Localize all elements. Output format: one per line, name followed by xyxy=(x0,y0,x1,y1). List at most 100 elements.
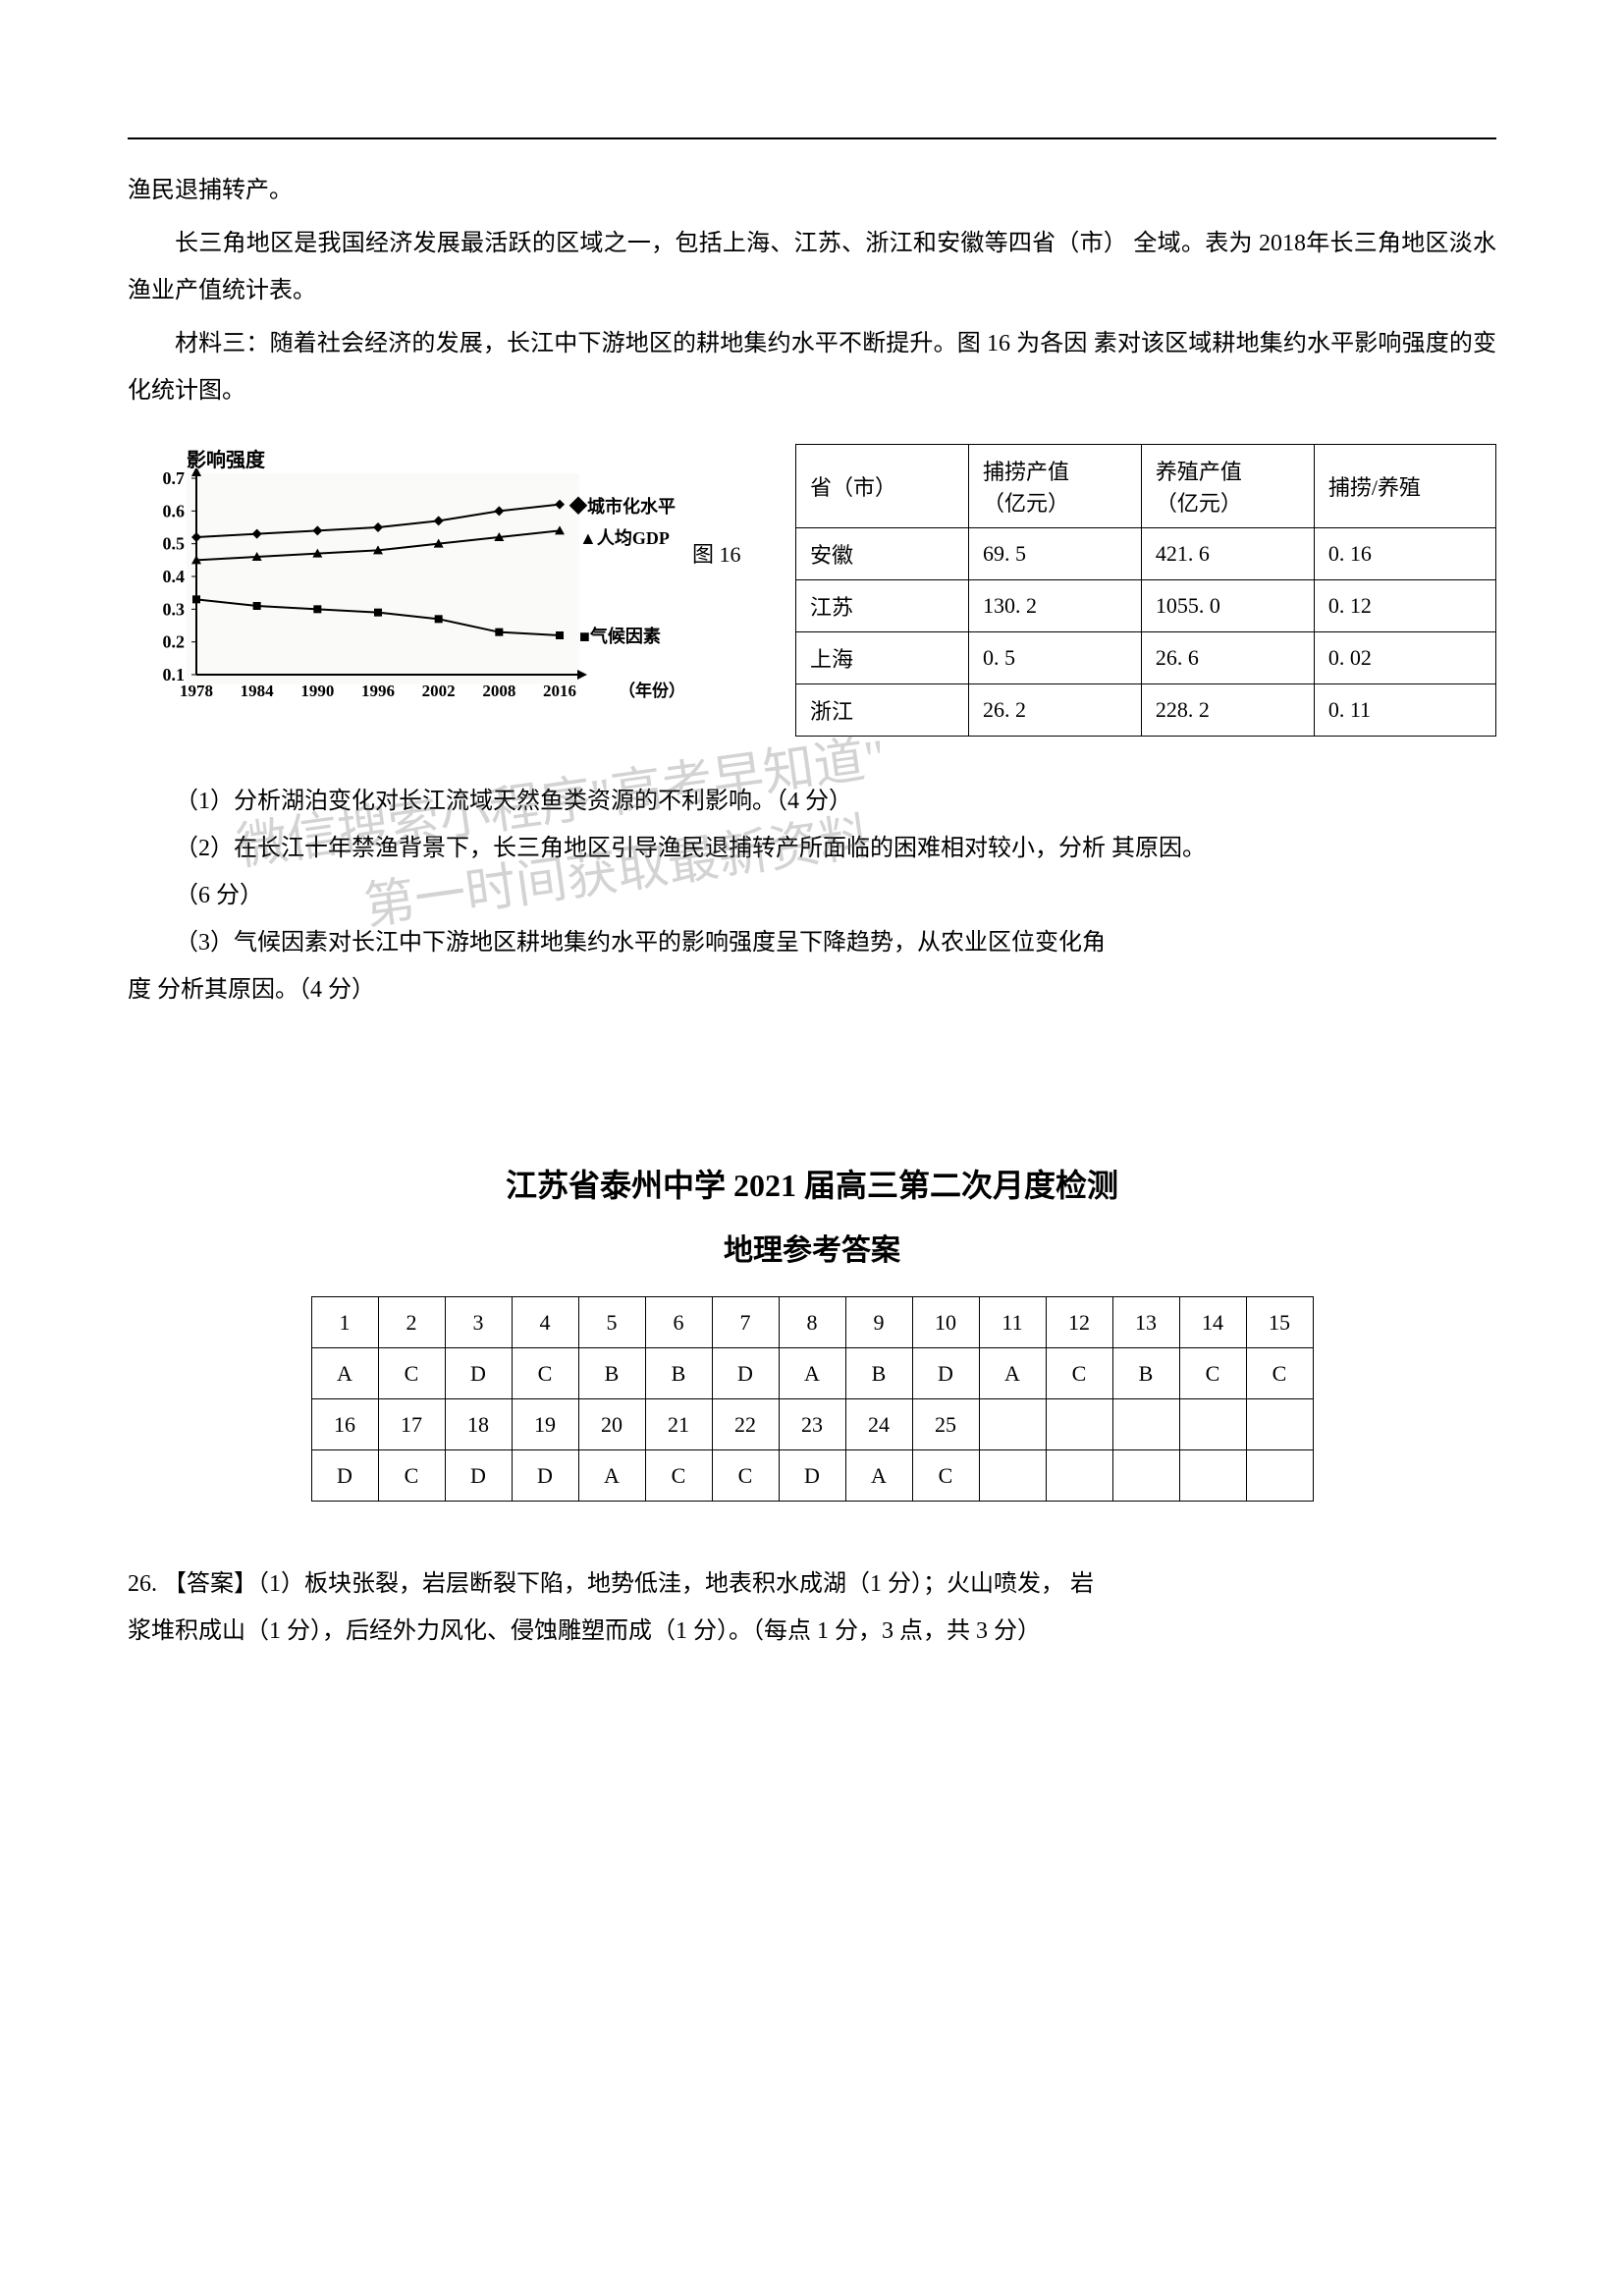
svg-text:2008: 2008 xyxy=(482,682,515,700)
table-cell: 20 xyxy=(578,1399,645,1450)
table-cell xyxy=(1246,1450,1313,1502)
legend-climate: ■气候因素 xyxy=(579,623,661,648)
table-cell: 18 xyxy=(445,1399,512,1450)
table-cell: A xyxy=(779,1348,845,1399)
table-cell xyxy=(1046,1450,1112,1502)
table-cell xyxy=(1179,1399,1246,1450)
svg-text:0.4: 0.4 xyxy=(163,567,186,586)
table-cell: D xyxy=(445,1450,512,1502)
question-2a: （2）在长江十年禁渔背景下，长三角地区引导渔民退捕转产所面临的困难相对较小，分析… xyxy=(128,825,1496,872)
table-cell: 19 xyxy=(512,1399,578,1450)
col-province: 省（市） xyxy=(796,445,969,528)
col-ratio: 捕捞/养殖 xyxy=(1314,445,1495,528)
table-cell: 21 xyxy=(645,1399,712,1450)
table-cell: 16 xyxy=(311,1399,378,1450)
svg-text:1990: 1990 xyxy=(300,682,334,700)
table-cell: C xyxy=(1046,1348,1112,1399)
table-cell: C xyxy=(912,1450,979,1502)
table-cell: 4 xyxy=(512,1297,578,1348)
table-cell: C xyxy=(378,1348,445,1399)
table-cell: D xyxy=(912,1348,979,1399)
table-cell: 22 xyxy=(712,1399,779,1450)
table-cell: 0. 02 xyxy=(1314,632,1495,684)
figure-caption: 图 16 xyxy=(692,537,741,569)
paragraph-1: 长三角地区是我国经济发展最活跃的区域之一，包括上海、江苏、浙江和安徽等四省（市）… xyxy=(128,220,1496,314)
table-cell: 6 xyxy=(645,1297,712,1348)
table-cell: A xyxy=(979,1348,1046,1399)
svg-text:2016: 2016 xyxy=(543,682,576,700)
table-cell: D xyxy=(712,1348,779,1399)
table-cell: 9 xyxy=(845,1297,912,1348)
table-cell xyxy=(979,1450,1046,1502)
table-cell: 24 xyxy=(845,1399,912,1450)
table-cell: B xyxy=(1112,1348,1179,1399)
figure-16: 影响强度 0.10.20.30.40.50.60.719781984199019… xyxy=(128,444,756,738)
table-cell: 26. 6 xyxy=(1141,632,1314,684)
table-cell: 1 xyxy=(311,1297,378,1348)
table-row: 上海0. 526. 60. 02 xyxy=(796,632,1496,684)
svg-text:0.7: 0.7 xyxy=(163,468,186,488)
answer-subtitle: 地理参考答案 xyxy=(128,1226,1496,1269)
table-cell: B xyxy=(645,1348,712,1399)
table-row: 安徽69. 5421. 60. 16 xyxy=(796,528,1496,580)
table-cell: A xyxy=(578,1450,645,1502)
table-cell xyxy=(1179,1450,1246,1502)
table-cell: 0. 12 xyxy=(1314,580,1495,632)
table-cell xyxy=(1246,1399,1313,1450)
answer-key-table: 123456789101112131415ACDCBBDABDACBCC1617… xyxy=(311,1296,1314,1502)
table-cell: 0. 11 xyxy=(1314,684,1495,737)
svg-text:1978: 1978 xyxy=(180,682,213,700)
table-cell: 1055. 0 xyxy=(1141,580,1314,632)
table-cell: 浙江 xyxy=(796,684,969,737)
table-cell: 23 xyxy=(779,1399,845,1450)
table-cell: 12 xyxy=(1046,1297,1112,1348)
answer-26-line2: 浆堆积成山（1 分），后经外力风化、侵蚀雕塑而成（1 分）。（每点 1 分，3 … xyxy=(128,1608,1496,1655)
questions-block: 微信搜索小程序"高考早知道" 第一时间获取最新资料 （1）分析湖泊变化对长江流域… xyxy=(128,778,1496,1013)
legend-gdp: ▲人均GDP xyxy=(579,524,670,550)
table-cell: 228. 2 xyxy=(1141,684,1314,737)
table-cell: 17 xyxy=(378,1399,445,1450)
svg-text:0.3: 0.3 xyxy=(163,599,186,619)
table-cell: C xyxy=(712,1450,779,1502)
table-header-row: 省（市） 捕捞产值（亿元） 养殖产值（亿元） 捕捞/养殖 xyxy=(796,445,1496,528)
table-row: ACDCBBDABDACBCC xyxy=(311,1348,1313,1399)
paragraph-0: 渔民退捕转产。 xyxy=(128,167,1496,214)
table-cell xyxy=(1046,1399,1112,1450)
svg-text:0.6: 0.6 xyxy=(163,501,186,520)
answer-26: 26. 【答案】（1）板块张裂，岩层断裂下陷，地势低洼，地表积水成湖（1 分）；… xyxy=(128,1560,1496,1655)
table-cell: C xyxy=(378,1450,445,1502)
fishery-table: 省（市） 捕捞产值（亿元） 养殖产值（亿元） 捕捞/养殖 安徽69. 5421.… xyxy=(795,444,1496,737)
table-cell: 8 xyxy=(779,1297,845,1348)
horizontal-rule xyxy=(128,137,1496,139)
table-cell xyxy=(979,1399,1046,1450)
table-row: 江苏130. 21055. 00. 12 xyxy=(796,580,1496,632)
table-cell: 5 xyxy=(578,1297,645,1348)
table-cell: 15 xyxy=(1246,1297,1313,1348)
table-cell: 130. 2 xyxy=(968,580,1141,632)
table-cell: 安徽 xyxy=(796,528,969,580)
table-cell: 13 xyxy=(1112,1297,1179,1348)
table-cell: 10 xyxy=(912,1297,979,1348)
svg-text:1984: 1984 xyxy=(241,682,275,700)
table-cell xyxy=(1112,1399,1179,1450)
table-cell: 江苏 xyxy=(796,580,969,632)
table-row: 16171819202122232425 xyxy=(311,1399,1313,1450)
chart-and-table-row: 影响强度 0.10.20.30.40.50.60.719781984199019… xyxy=(128,444,1496,738)
table-row: DCDDACCDAC xyxy=(311,1450,1313,1502)
table-cell: C xyxy=(1179,1348,1246,1399)
svg-text:2002: 2002 xyxy=(422,682,456,700)
table-cell: C xyxy=(1246,1348,1313,1399)
col-catch: 捕捞产值（亿元） xyxy=(968,445,1141,528)
question-3b: 度 分析其原因。（4 分） xyxy=(128,966,1496,1013)
answer-26-line1: 26. 【答案】（1）板块张裂，岩层断裂下陷，地势低洼，地表积水成湖（1 分）；… xyxy=(128,1560,1496,1608)
table-cell: 11 xyxy=(979,1297,1046,1348)
table-cell: A xyxy=(845,1450,912,1502)
answer-title: 江苏省泰州中学 2021 届高三第二次月度检测 xyxy=(128,1161,1496,1206)
table-cell: D xyxy=(445,1348,512,1399)
table-cell: 2 xyxy=(378,1297,445,1348)
table-cell: 26. 2 xyxy=(968,684,1141,737)
table-cell: 0. 16 xyxy=(1314,528,1495,580)
table-cell: 3 xyxy=(445,1297,512,1348)
question-1: （1）分析湖泊变化对长江流域天然鱼类资源的不利影响。（4 分） xyxy=(128,778,1496,825)
table-row: 浙江26. 2228. 20. 11 xyxy=(796,684,1496,737)
